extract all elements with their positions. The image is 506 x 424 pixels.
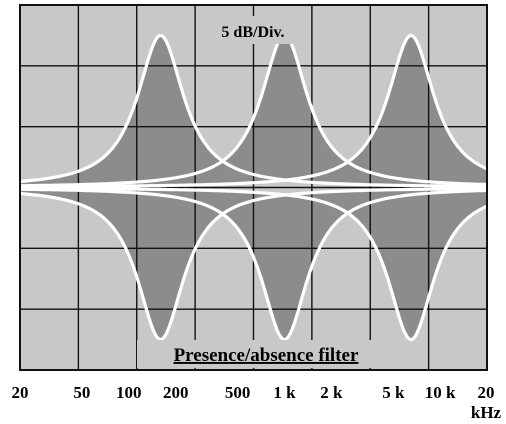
boost-curve-2 (19, 33, 488, 188)
boost-curve-1 (19, 33, 488, 188)
title-box: 5 dB/Div. (205, 16, 302, 44)
cut-curve-2 (19, 187, 488, 342)
chart-caption: Presence/absence filter (174, 345, 359, 366)
x-tick-label: 500 (225, 383, 251, 402)
x-tick-label: 20 (12, 383, 29, 402)
cut-curve-3 (20, 186, 488, 342)
x-tick-label: 200 (163, 383, 189, 402)
x-tick-label: 50 (73, 383, 90, 402)
cut-curve-1 (19, 187, 488, 342)
plot-frame (19, 4, 488, 371)
x-tick-label: 5 k (382, 383, 405, 402)
chart-title: 5 dB/Div. (221, 24, 284, 41)
x-unit-label: kHz (471, 403, 502, 422)
x-tick-label: 10 k (425, 383, 456, 402)
x-tick-labels: 20 50 100 200 500 1 k 2 k 5 k 10 k 20 (12, 383, 495, 402)
caption-box: Presence/absence filter (137, 340, 396, 368)
x-tick-label: 20 (478, 383, 495, 402)
x-tick-label: 100 (116, 383, 142, 402)
x-tick-label: 2 k (320, 383, 343, 402)
boost-curve-3 (20, 33, 488, 189)
x-tick-label: 1 k (273, 383, 296, 402)
response-curves (19, 33, 488, 342)
